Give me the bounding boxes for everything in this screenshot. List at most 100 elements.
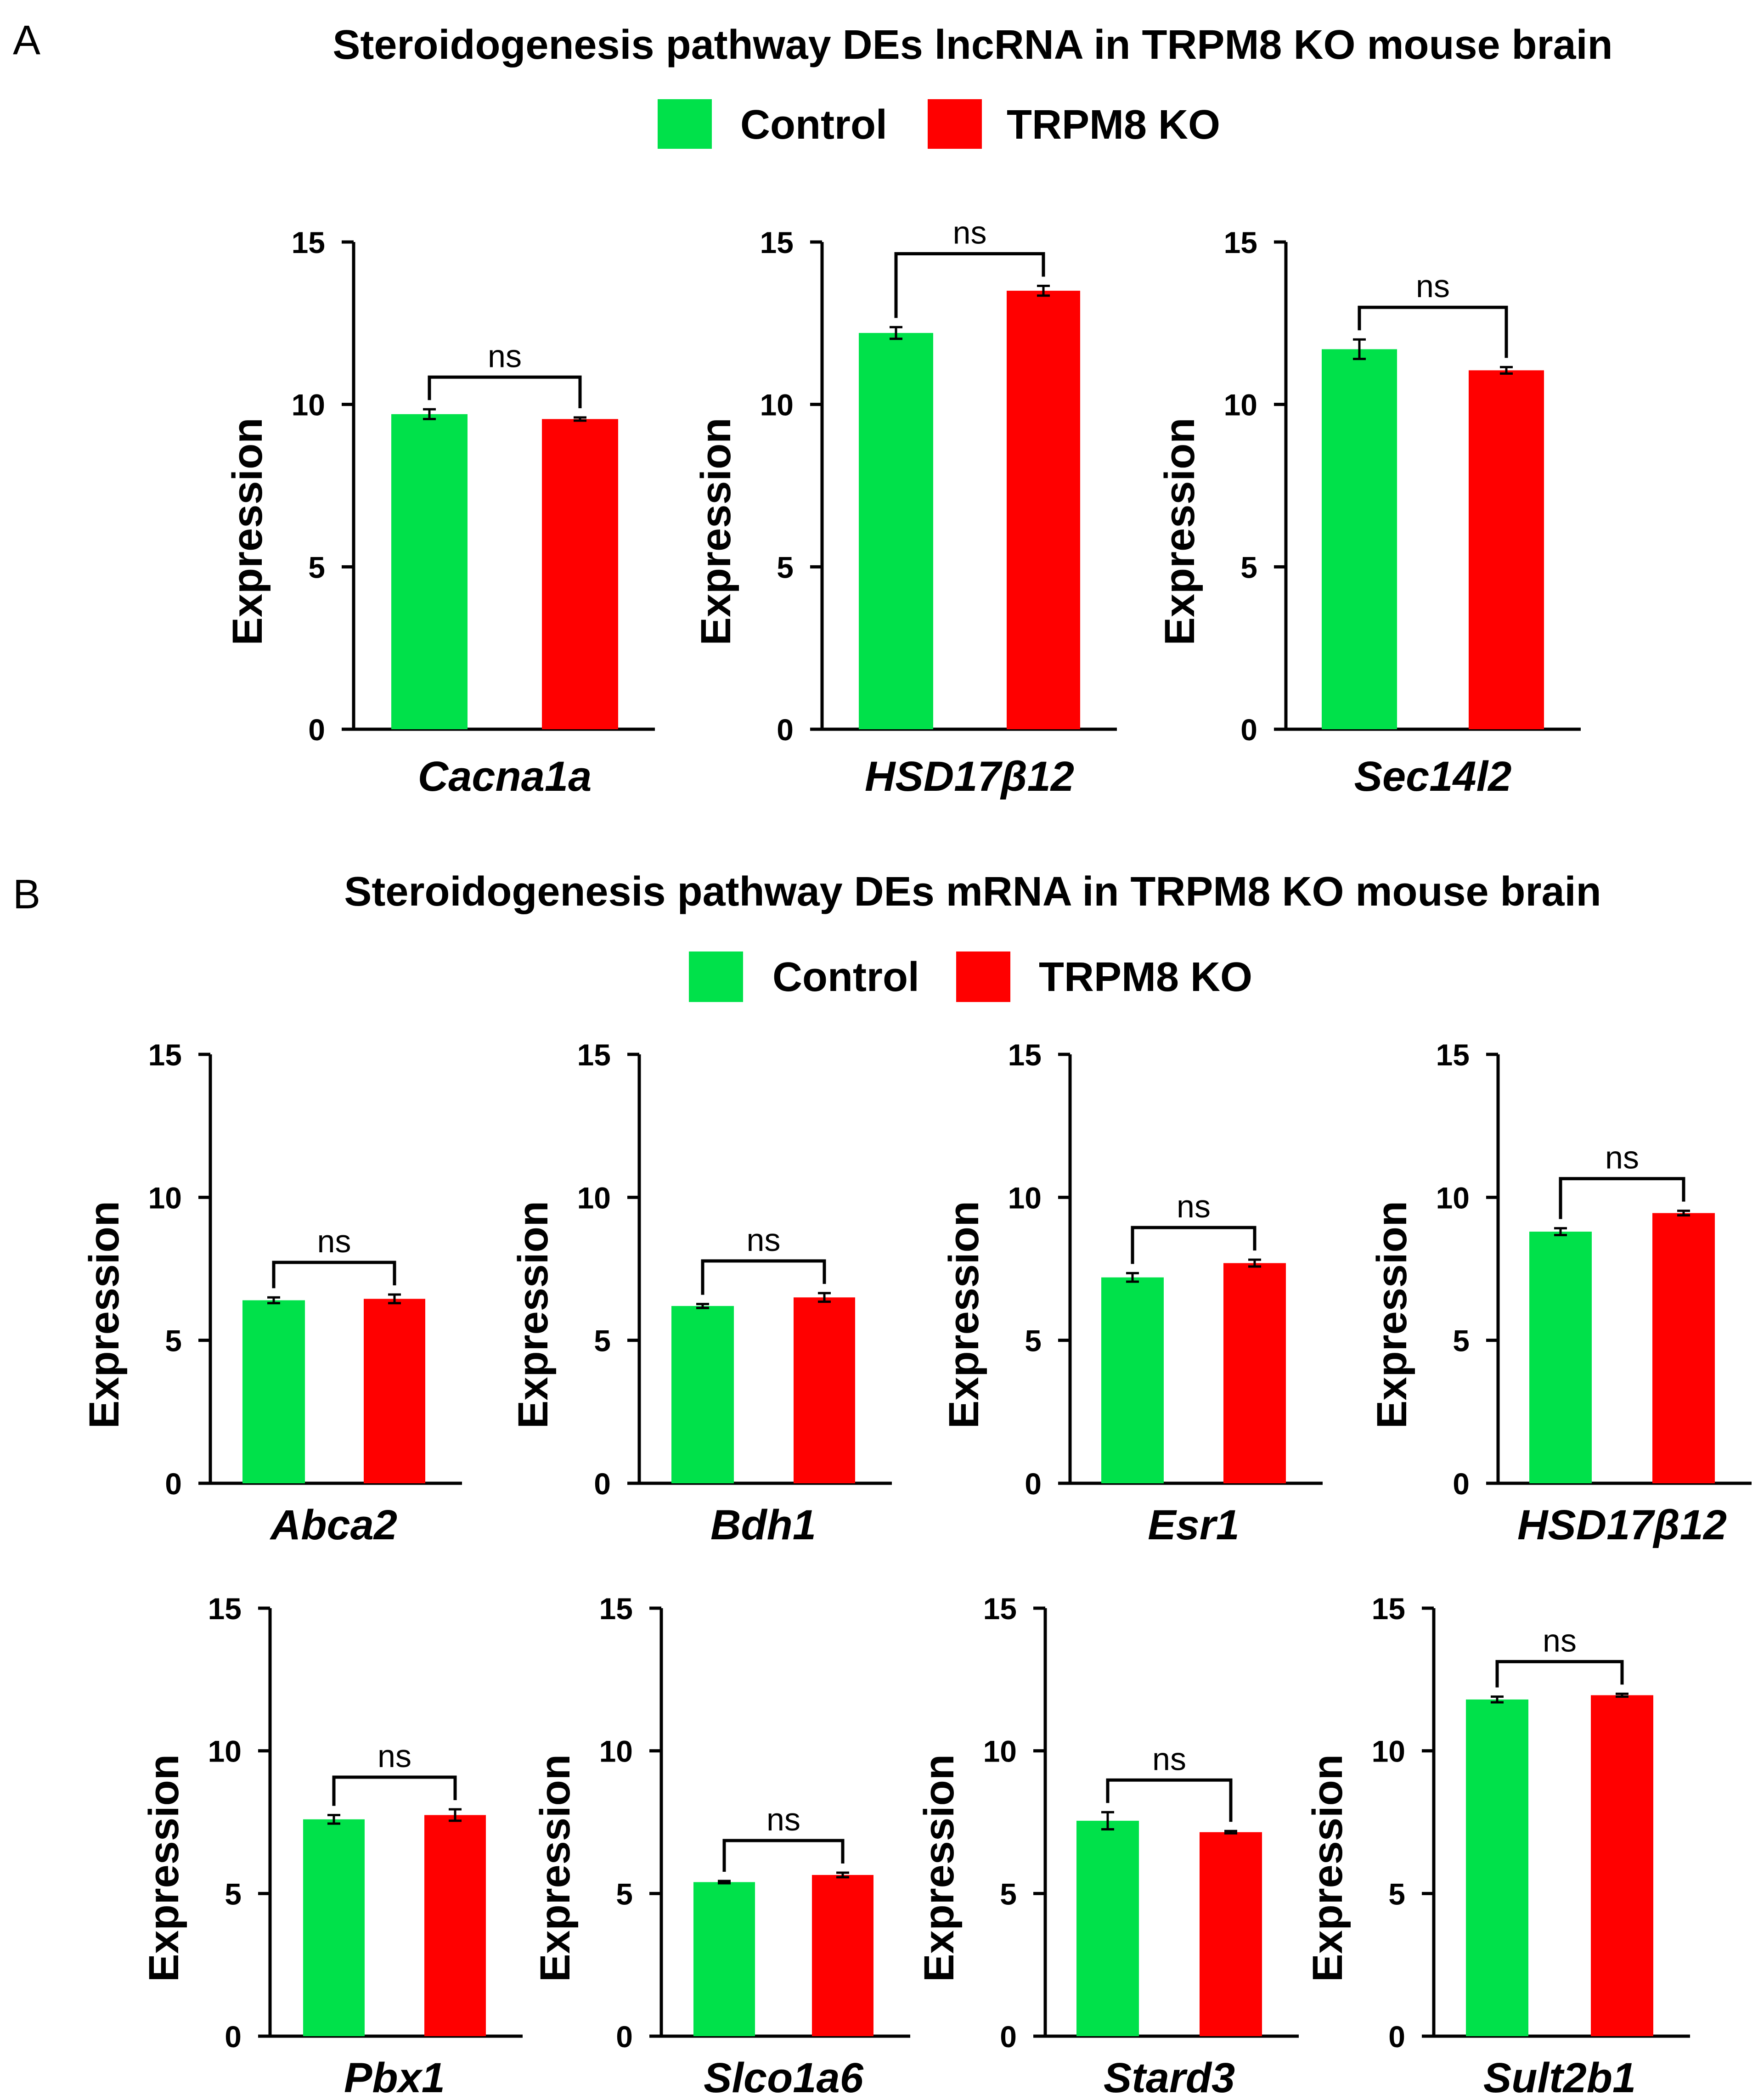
y-axis-label: Expression (1369, 1201, 1415, 1429)
chart-4: 0 5 10 15 Expression ns Bdh1 (510, 1038, 892, 1548)
y-tick-label: 0 (1240, 713, 1257, 747)
x-category-label: HSD17β12 (865, 753, 1074, 800)
y-tick-label: 10 (1224, 388, 1257, 422)
chart-0: 0 5 10 15 Expression ns Cacna1a (224, 225, 655, 800)
y-tick-label: 15 (1224, 225, 1257, 259)
bar-trpm8-ko (542, 419, 618, 729)
significance-bracket (428, 375, 582, 408)
chart-7: 0 5 10 15 Expression ns Pbx1 (141, 1592, 523, 2100)
bar-trpm8-ko (1652, 1213, 1715, 1483)
bar-trpm8-ko (364, 1299, 425, 1483)
significance-bracket (1131, 1226, 1257, 1264)
y-axis-label: Expression (1304, 1754, 1351, 1982)
significance-label: ns (766, 1802, 800, 1837)
y-tick-label: 10 (1008, 1181, 1042, 1215)
y-tick-label: 5 (1025, 1324, 1042, 1358)
bar-control (242, 1300, 305, 1483)
panel-b-legend-ko-label: TRPM8 KO (1039, 954, 1252, 1000)
chart-10: 0 5 10 15 Expression ns Sult2b1 (1304, 1592, 1690, 2100)
significance-label: ns (953, 214, 987, 250)
chart-2: 0 5 10 15 Expression ns Sec14l2 (1156, 225, 1581, 800)
bar-control (1101, 1277, 1164, 1483)
y-axis-label: Expression (532, 1754, 579, 1982)
significance-bracket (894, 252, 1045, 318)
panel-a-title: Steroidogenesis pathway DEs lncRNA in TR… (332, 22, 1612, 68)
x-category-label: Esr1 (1148, 1502, 1240, 1548)
y-tick-label: 15 (983, 1592, 1017, 1626)
chart-9: 0 5 10 15 Expression ns Stard3 (916, 1592, 1299, 2100)
y-tick-label: 0 (1453, 1467, 1470, 1501)
bar-control (1529, 1232, 1592, 1483)
bar-trpm8-ko (1007, 291, 1080, 729)
x-category-label: Stard3 (1104, 2055, 1235, 2100)
y-tick-label: 0 (225, 2020, 242, 2054)
significance-bracket (1106, 1778, 1233, 1822)
panel-a-legend-control-swatch (658, 99, 712, 149)
y-tick-label: 0 (594, 1467, 611, 1501)
panel-b-legend-control-label: Control (772, 954, 919, 1000)
y-axis-label: Expression (1156, 418, 1203, 646)
significance-bracket (1358, 305, 1508, 358)
x-category-label: Abca2 (270, 1502, 397, 1548)
y-axis-label: Expression (141, 1754, 187, 1982)
significance-label: ns (1152, 1741, 1186, 1777)
bar-trpm8-ko (1469, 370, 1544, 729)
chart-3: 0 5 10 15 Expression ns Abca2 (81, 1038, 462, 1548)
x-category-label: Cacna1a (418, 753, 592, 800)
y-tick-label: 15 (1372, 1592, 1405, 1626)
chart-1: 0 5 10 15 Expression ns HSD17β12 (693, 214, 1117, 800)
y-tick-label: 15 (599, 1592, 633, 1626)
significance-label: ns (378, 1738, 411, 1774)
y-tick-label: 15 (292, 225, 325, 259)
bar-control (1076, 1820, 1139, 2036)
y-axis-label: Expression (916, 1754, 963, 1982)
y-tick-label: 5 (165, 1324, 182, 1358)
y-tick-label: 15 (577, 1038, 611, 1072)
significance-label: ns (1177, 1188, 1211, 1224)
bar-control (693, 1882, 755, 2036)
significance-label: ns (317, 1223, 351, 1259)
bar-trpm8-ko (812, 1875, 873, 2036)
y-tick-label: 10 (760, 388, 794, 422)
bar-trpm8-ko (1200, 1832, 1262, 2036)
y-tick-label: 5 (777, 550, 794, 584)
y-tick-label: 15 (148, 1038, 182, 1072)
significance-bracket (722, 1839, 845, 1872)
x-category-label: Sec14l2 (1354, 753, 1512, 800)
panel-b-legend-control-swatch (689, 951, 743, 1002)
panel-a-legend-ko-label: TRPM8 KO (1007, 102, 1220, 148)
y-tick-label: 10 (148, 1181, 182, 1215)
x-category-label: Pbx1 (344, 2055, 445, 2100)
panel-a-letter: A (13, 17, 40, 63)
y-tick-label: 10 (983, 1734, 1017, 1768)
significance-bracket (701, 1259, 826, 1295)
chart-5: 0 5 10 15 Expression ns Esr1 (941, 1038, 1323, 1548)
y-tick-label: 10 (1436, 1181, 1470, 1215)
y-tick-label: 10 (577, 1181, 611, 1215)
panel-b-title: Steroidogenesis pathway DEs mRNA in TRPM… (344, 869, 1601, 915)
significance-label: ns (488, 338, 522, 374)
y-tick-label: 15 (1436, 1038, 1470, 1072)
y-axis-label: Expression (510, 1201, 557, 1429)
bar-trpm8-ko (424, 1815, 486, 2036)
y-tick-label: 15 (1008, 1038, 1042, 1072)
chart-8: 0 5 10 15 Expression ns Slco1a6 (532, 1592, 910, 2100)
y-tick-label: 10 (292, 388, 325, 422)
y-tick-label: 5 (616, 1877, 633, 1911)
panel-b-legend-ko-swatch (956, 951, 1010, 1002)
y-axis-label: Expression (941, 1201, 987, 1429)
bar-trpm8-ko (1591, 1695, 1653, 2036)
significance-bracket (1495, 1660, 1624, 1688)
significance-label: ns (1543, 1622, 1577, 1658)
x-category-label: HSD17β12 (1517, 1502, 1727, 1548)
y-tick-label: 5 (1388, 1877, 1405, 1911)
bar-control (859, 333, 933, 729)
bar-trpm8-ko (1223, 1263, 1286, 1483)
chart-6: 0 5 10 15 Expression ns HSD17β12 (1369, 1038, 1752, 1548)
bar-control (671, 1306, 734, 1483)
panel-a-legend-control-label: Control (740, 102, 887, 148)
y-tick-label: 0 (777, 713, 794, 747)
y-tick-label: 5 (1000, 1877, 1017, 1911)
y-tick-label: 5 (1453, 1324, 1470, 1358)
